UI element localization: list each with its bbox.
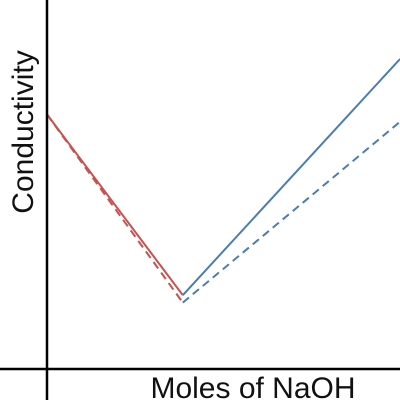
plot-lines (46, 58, 400, 304)
series-dashed-segment-1-line (182, 121, 400, 304)
series-solid-segment-0-line (46, 113, 184, 296)
x-axis-label: Moles of NaOH (150, 372, 355, 400)
y-axis-label: Conductivity (7, 50, 40, 213)
series-solid-segment-1-line (182, 58, 400, 296)
